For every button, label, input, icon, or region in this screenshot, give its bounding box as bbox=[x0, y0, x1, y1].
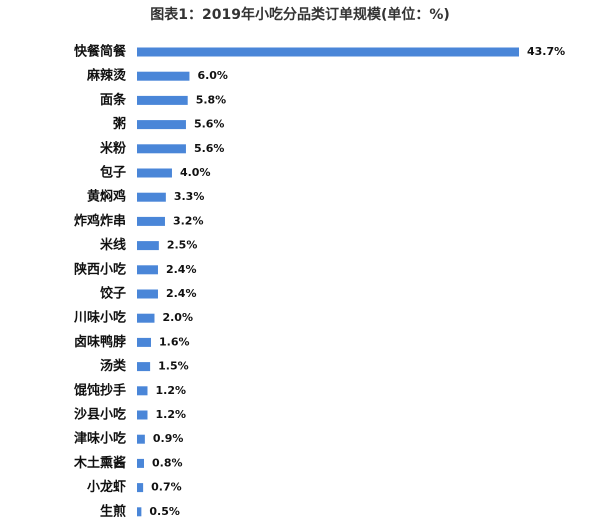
category-label: 卤味鸭脖 bbox=[74, 334, 126, 350]
category-label: 饺子 bbox=[100, 286, 126, 302]
bar bbox=[137, 434, 145, 444]
category-label: 沙县小吃 bbox=[74, 407, 126, 423]
category-label: 黄焖鸡 bbox=[87, 189, 126, 205]
value-label: 2.0% bbox=[162, 311, 193, 324]
value-label: 43.7% bbox=[527, 45, 565, 58]
bar bbox=[137, 71, 190, 81]
value-label: 0.9% bbox=[153, 432, 184, 445]
value-label: 0.5% bbox=[149, 505, 180, 518]
bar bbox=[137, 483, 144, 493]
category-label: 川味小吃 bbox=[73, 310, 126, 326]
value-label: 2.4% bbox=[166, 263, 197, 276]
value-label: 0.8% bbox=[152, 456, 183, 469]
value-label: 3.2% bbox=[173, 214, 204, 227]
category-label: 陕西小吃 bbox=[74, 261, 126, 277]
bar bbox=[137, 458, 144, 468]
category-label: 生煎 bbox=[100, 503, 126, 519]
bar bbox=[137, 265, 158, 275]
category-label: 面条 bbox=[100, 92, 127, 108]
category-label: 米线 bbox=[100, 237, 126, 253]
bar bbox=[137, 313, 155, 323]
bar bbox=[137, 47, 519, 57]
bar bbox=[137, 192, 166, 202]
category-label: 木土熏酱 bbox=[73, 455, 126, 471]
value-label: 3.3% bbox=[174, 190, 205, 203]
bar bbox=[137, 241, 159, 251]
category-label: 津味小吃 bbox=[74, 431, 126, 447]
category-label: 米粉 bbox=[100, 140, 126, 156]
bar bbox=[137, 410, 148, 420]
category-label: 小龙虾 bbox=[87, 479, 126, 495]
category-label: 汤类 bbox=[100, 358, 127, 374]
bar bbox=[137, 289, 158, 299]
bar bbox=[137, 95, 188, 105]
category-label: 麻辣烫 bbox=[86, 68, 127, 84]
category-label: 粥 bbox=[113, 116, 126, 132]
value-label: 5.6% bbox=[194, 118, 225, 131]
bar bbox=[137, 144, 186, 154]
category-label: 包子 bbox=[100, 165, 126, 181]
bar bbox=[137, 168, 172, 178]
bar bbox=[137, 507, 142, 517]
value-label: 5.6% bbox=[194, 142, 225, 155]
bar bbox=[137, 337, 151, 347]
value-label: 4.0% bbox=[180, 166, 211, 179]
value-label: 6.0% bbox=[197, 69, 228, 82]
bar bbox=[137, 386, 148, 396]
value-label: 1.6% bbox=[159, 335, 190, 348]
category-label: 快餐简餐 bbox=[74, 44, 127, 60]
category-label: 炸鸡炸串 bbox=[74, 213, 126, 229]
value-label: 1.2% bbox=[155, 408, 186, 421]
value-label: 2.4% bbox=[166, 287, 197, 300]
bar bbox=[137, 362, 151, 372]
chart-title: 图表1：2019年小吃分品类订单规模(单位：%) bbox=[150, 6, 450, 23]
value-label: 1.2% bbox=[155, 384, 186, 397]
bar bbox=[137, 216, 165, 226]
value-label: 1.5% bbox=[158, 360, 189, 373]
value-label: 5.8% bbox=[196, 93, 227, 106]
bar bbox=[137, 120, 186, 130]
value-label: 2.5% bbox=[167, 239, 198, 252]
value-label: 0.7% bbox=[151, 481, 182, 494]
category-label: 馄饨抄手 bbox=[73, 382, 126, 398]
